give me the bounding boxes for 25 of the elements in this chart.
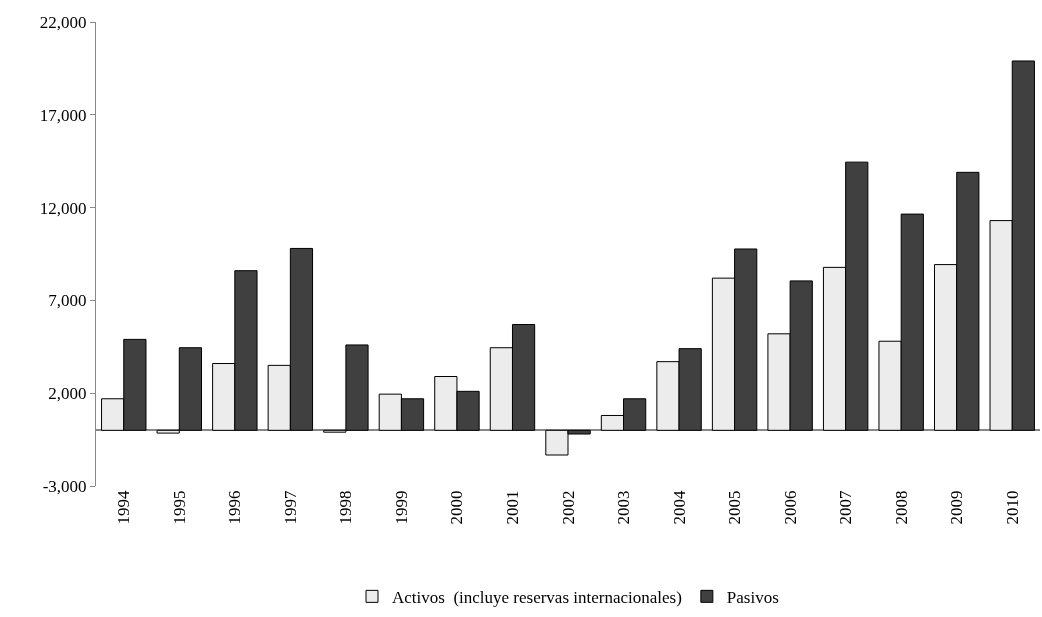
x-tick-label: 2003: [614, 490, 634, 525]
y-tick-label: 7,000: [48, 291, 87, 311]
x-tick-label: 1996: [225, 490, 245, 525]
y-tick-label: 2,000: [48, 384, 87, 404]
y-tick-label: -3,000: [42, 476, 87, 496]
x-tick-label: 1995: [169, 490, 189, 525]
x-tick-label: 2006: [780, 490, 800, 525]
x-tick-label: 2008: [891, 490, 911, 525]
y-tick-label: 12,000: [39, 198, 87, 218]
x-tick-label: 2010: [1002, 490, 1022, 525]
x-tick-label: 2009: [947, 490, 967, 525]
y-tick-label: 22,000: [39, 12, 87, 32]
legend-label: Pasivos: [726, 587, 779, 607]
x-tick-label: 1998: [336, 490, 356, 525]
x-tick-label: 2007: [836, 489, 856, 525]
x-tick-label: 1997: [280, 489, 300, 525]
x-tick-label: 2000: [447, 490, 467, 525]
x-tick-label: 2001: [502, 490, 522, 525]
x-tick-label: 2004: [669, 489, 689, 525]
x-tick-label: 2002: [558, 490, 578, 525]
y-tick-label: 17,000: [39, 105, 87, 125]
x-tick-label: 1994: [114, 489, 134, 525]
legend-label: Activos (incluye reservas internacionales): [392, 587, 682, 607]
x-tick-label: 2005: [725, 490, 745, 525]
x-tick-label: 1999: [391, 490, 411, 525]
